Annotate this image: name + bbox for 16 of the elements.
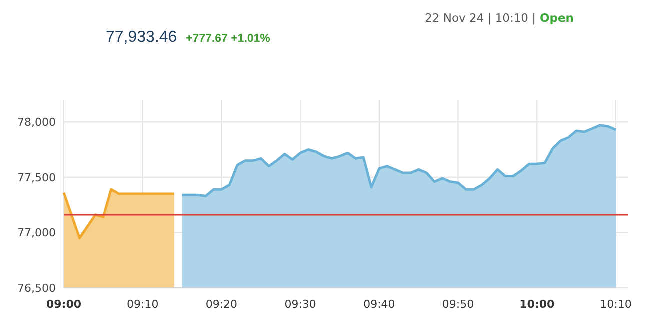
x-tick-label: 10:10 bbox=[600, 298, 632, 311]
x-tick-label: 09:50 bbox=[442, 298, 474, 311]
text: 22 Nov 24 | 10:10 | bbox=[425, 11, 536, 25]
y-tick-label: 78,000 bbox=[18, 116, 56, 129]
y-tick-label: 77,000 bbox=[18, 226, 56, 240]
x-tick-label: 10:00 bbox=[520, 298, 555, 311]
x-tick-label: 09:00 bbox=[46, 298, 82, 311]
chart-title: 77,933.46 bbox=[106, 29, 178, 46]
text: Open bbox=[536, 11, 574, 25]
y-tick-label: 77,500 bbox=[18, 171, 56, 184]
y-tick-label: 76,500 bbox=[18, 282, 56, 295]
chart-subtitle: +777.67 +1.01% bbox=[186, 33, 270, 45]
x-tick-label: 09:20 bbox=[206, 298, 238, 311]
x-tick-label: 09:10 bbox=[127, 298, 159, 311]
x-tick-label: 09:30 bbox=[284, 298, 316, 311]
x-tick-label: 09:40 bbox=[364, 298, 396, 311]
